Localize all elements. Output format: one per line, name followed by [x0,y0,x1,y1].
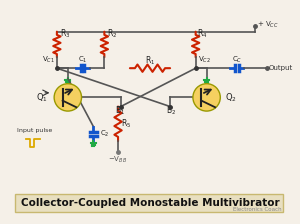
Text: C$_1$: C$_1$ [78,55,87,65]
Text: Input pulse: Input pulse [17,128,52,133]
Text: R$_2$: R$_2$ [107,27,117,40]
Text: B$_1$: B$_1$ [115,105,125,117]
Text: V$_{C2}$: V$_{C2}$ [198,55,211,65]
Text: Collector-Coupled Monostable Multivibrator: Collector-Coupled Monostable Multivibrat… [21,198,279,208]
Text: Q$_2$: Q$_2$ [225,91,237,104]
Text: B$_2$: B$_2$ [166,105,176,117]
Text: Electronics Coach: Electronics Coach [233,207,281,212]
FancyBboxPatch shape [15,194,283,212]
Text: C$_C$: C$_C$ [232,55,242,65]
Circle shape [193,84,220,111]
Text: R$_3$: R$_3$ [60,27,70,40]
Text: R$_5$: R$_5$ [121,118,131,130]
Text: Output: Output [269,65,293,71]
Text: $-$V$_{BB}$: $-$V$_{BB}$ [109,155,128,165]
Text: R$_4$: R$_4$ [197,27,208,40]
Circle shape [54,84,82,111]
Text: Q$_1$: Q$_1$ [36,91,48,104]
Text: R$_1$: R$_1$ [145,55,155,67]
Text: + V$_{CC}$: + V$_{CC}$ [257,20,279,30]
Text: V$_{C1}$: V$_{C1}$ [42,55,55,65]
Text: C$_2$: C$_2$ [100,129,110,139]
